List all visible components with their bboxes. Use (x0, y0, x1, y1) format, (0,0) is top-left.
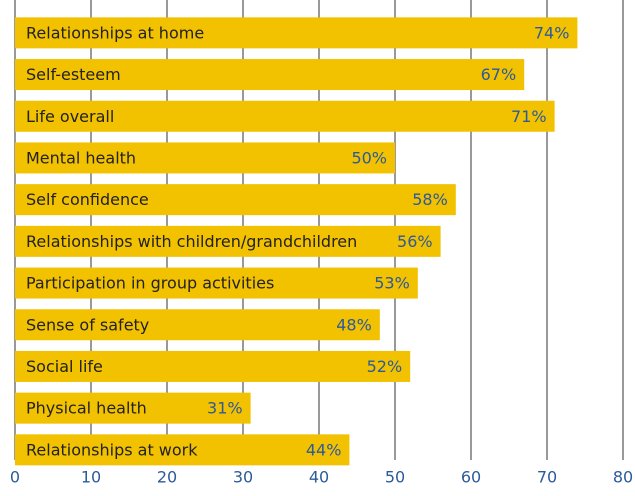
category-label: Relationships with children/grandchildre… (26, 232, 357, 251)
value-label: 74% (534, 23, 570, 42)
bar (15, 59, 525, 91)
x-tick-label: 30 (233, 468, 253, 487)
bar (15, 350, 411, 382)
value-label: 48% (336, 315, 372, 334)
x-tick-label: 10 (81, 468, 101, 487)
category-label: Life overall (26, 107, 114, 126)
bar (15, 17, 578, 49)
category-label: Physical health (26, 399, 147, 418)
bar (15, 434, 350, 466)
value-label: 67% (481, 65, 517, 84)
bar (15, 142, 395, 174)
category-label: Social life (26, 357, 103, 376)
x-tick-label: 40 (309, 468, 329, 487)
x-tick-label: 70 (537, 468, 557, 487)
bar (15, 100, 555, 132)
bar (15, 184, 456, 216)
x-tick-label: 0 (10, 468, 20, 487)
value-label: 56% (397, 232, 433, 251)
x-tick-label: 60 (461, 468, 481, 487)
category-label: Relationships at work (26, 440, 198, 459)
bar (15, 309, 380, 341)
value-label: 52% (367, 357, 403, 376)
category-label: Participation in group activities (26, 274, 274, 293)
value-label: 53% (374, 274, 410, 293)
value-label: 71% (511, 107, 547, 126)
bar (15, 392, 251, 424)
value-label: 44% (306, 440, 342, 459)
category-label: Mental health (26, 148, 136, 167)
value-label: 31% (207, 399, 243, 418)
value-label: 58% (412, 190, 448, 209)
category-label: Self confidence (26, 190, 149, 209)
x-tick-label: 50 (385, 468, 405, 487)
x-tick-label: 20 (157, 468, 177, 487)
x-tick-label: 80 (613, 468, 633, 487)
category-label: Sense of safety (26, 315, 149, 334)
category-label: Relationships at home (26, 23, 204, 42)
category-label: Self-esteem (26, 65, 121, 84)
bar (15, 225, 441, 257)
value-label: 50% (351, 148, 387, 167)
bar (15, 267, 418, 299)
